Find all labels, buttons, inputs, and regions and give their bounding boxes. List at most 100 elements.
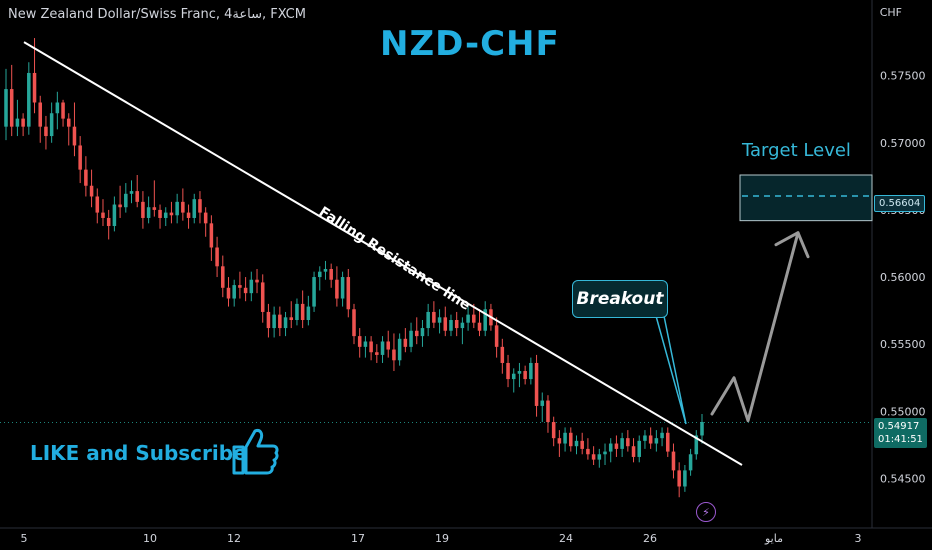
candle (529, 357, 533, 385)
candle-body (523, 371, 527, 380)
candle (78, 136, 82, 184)
falling-resistance-line: Falling Resistance line (23, 41, 743, 466)
lightning-icon[interactable]: ⚡ (696, 502, 716, 522)
candle-body (306, 306, 311, 321)
candle (89, 169, 94, 208)
x-tick-label: مايو (764, 532, 783, 545)
candle-body (255, 279, 259, 283)
x-tick-label: 26 (643, 532, 657, 545)
candle-body (700, 422, 704, 436)
candle-body (534, 362, 539, 406)
candle-body (472, 314, 476, 323)
candle (494, 317, 499, 358)
candle (648, 427, 653, 449)
candle-body (386, 341, 390, 350)
candle (272, 306, 276, 338)
candle-body (129, 191, 134, 194)
candle-body (72, 126, 77, 146)
candle-body (683, 470, 687, 487)
candle (243, 277, 248, 302)
candle-body (238, 285, 242, 288)
candle-body (500, 346, 505, 363)
candle (192, 193, 197, 224)
candle (500, 338, 505, 374)
projection-arrow (710, 231, 810, 423)
candle-body (529, 362, 533, 380)
resistance-label: Falling Resistance line (316, 204, 473, 314)
candle (586, 438, 590, 460)
candle (449, 314, 453, 337)
candle-body (221, 266, 225, 288)
y-tick-label: 0.55000 (880, 405, 926, 418)
candle-body (580, 440, 584, 449)
y-tick-label: 0.56000 (880, 271, 926, 284)
candle (443, 306, 448, 337)
candle (409, 322, 413, 353)
candle-body (124, 193, 128, 208)
candle (340, 271, 345, 307)
candle (580, 432, 584, 455)
candle (677, 462, 681, 498)
candle (106, 209, 111, 240)
candle-body (608, 443, 613, 452)
candle (152, 180, 157, 217)
candle-body (329, 268, 333, 280)
candle (146, 196, 151, 224)
x-tick-label: 17 (351, 532, 365, 545)
candle-body (283, 317, 288, 329)
candle-body (215, 247, 219, 267)
currency-label: CHF (879, 6, 902, 19)
candle-body (443, 317, 448, 331)
candle-body (654, 438, 659, 444)
candle (266, 303, 271, 338)
candle-body (84, 169, 88, 186)
candle (454, 311, 459, 337)
candle-body (112, 204, 117, 227)
candle-body (597, 454, 602, 460)
candle-body (546, 400, 550, 423)
chart-title: NZD-CHF (380, 24, 560, 64)
x-tick-label: 12 (227, 532, 241, 545)
candle (546, 395, 550, 433)
candle (620, 432, 624, 457)
candle (38, 95, 42, 143)
x-tick-label: 10 (143, 532, 157, 545)
candle-body (392, 349, 396, 361)
candle (323, 260, 328, 280)
candle (534, 354, 539, 417)
candle-body (603, 451, 607, 455)
y-tick-label: 0.57500 (880, 70, 926, 83)
candle (61, 99, 65, 127)
candle (238, 271, 242, 299)
candlestick-series (4, 38, 704, 498)
candle-body (557, 438, 562, 444)
candle (169, 201, 174, 224)
candle (249, 271, 254, 302)
candle (312, 271, 316, 312)
candle-body (574, 440, 579, 447)
candle (186, 204, 191, 229)
candle-body (432, 311, 436, 323)
candle (215, 236, 219, 278)
candle (129, 180, 134, 204)
candle (517, 362, 522, 388)
candle-body (409, 330, 413, 347)
y-tick-label: 0.57000 (880, 137, 926, 150)
candle (300, 290, 305, 329)
candle (84, 156, 88, 197)
candle (209, 215, 214, 261)
candle (352, 303, 356, 345)
time-axis: 5 10 12 17 19 24 26 مايو 3 (0, 527, 932, 545)
candle-body (466, 314, 470, 323)
candle-body (232, 285, 236, 299)
candle (124, 183, 128, 213)
projection-arrowhead (774, 231, 810, 259)
candle-body (506, 362, 510, 380)
last-price-tag: 0.54917 01:41:51 (874, 418, 927, 448)
candle-body (135, 191, 139, 202)
candle (66, 113, 71, 146)
candle (700, 413, 704, 444)
candle-body (209, 223, 214, 248)
candle (660, 427, 664, 447)
candle (563, 427, 567, 452)
